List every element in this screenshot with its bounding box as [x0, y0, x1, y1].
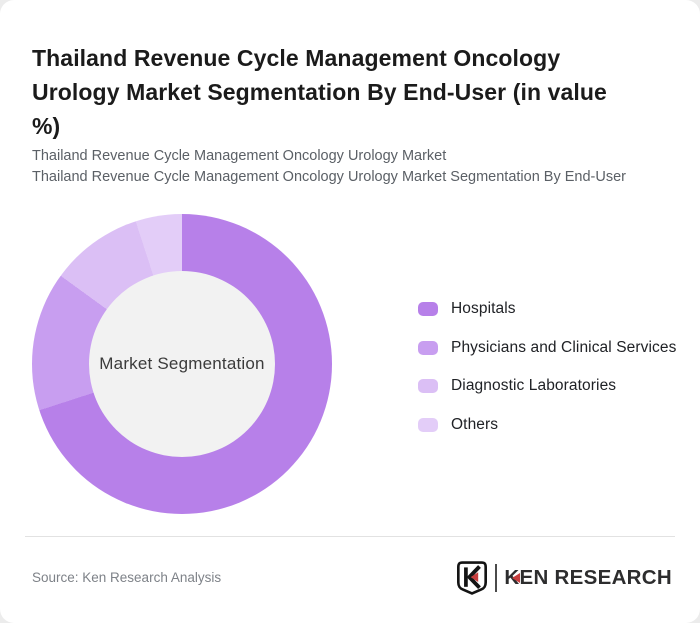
- logo-separator: [495, 564, 498, 592]
- page-title-line: %): [32, 113, 61, 140]
- legend-swatch-icon: [418, 417, 438, 432]
- legend-swatch-icon: [418, 302, 438, 316]
- chart-subtitles: Thailand Revenue Cycle Management Oncolo…: [32, 146, 626, 188]
- subtitle-segmentation: Thailand Revenue Cycle Management Oncolo…: [32, 169, 626, 185]
- footer-divider: [25, 536, 675, 537]
- legend-swatch-icon: [418, 379, 438, 393]
- legend-label: Others: [451, 415, 499, 433]
- donut-hole: Market Segmentation: [89, 271, 275, 457]
- legend-swatch-icon: [418, 340, 438, 355]
- ken-research-badge-icon: [457, 561, 488, 595]
- page-title-line: Urology Market Segmentation By End-User …: [32, 79, 607, 106]
- chart-legend: Hospitals Physicians and Clinical Servic…: [418, 297, 676, 451]
- legend-item-physicians-and-clinical-services[interactable]: Physicians and Clinical Services: [418, 336, 676, 360]
- ken-research-logo[interactable]: KEN RESEARCH: [457, 559, 672, 597]
- red-triangle-icon: [512, 573, 521, 583]
- legend-label: Hospitals: [451, 300, 516, 317]
- subtitle-market: Thailand Revenue Cycle Management Oncolo…: [32, 148, 447, 164]
- legend-item-others[interactable]: Others: [418, 413, 676, 437]
- donut-chart[interactable]: Market Segmentation: [32, 214, 332, 514]
- legend-item-hospitals[interactable]: Hospitals: [418, 297, 676, 321]
- logo-wordmark: KEN RESEARCH: [504, 566, 672, 590]
- donut-center-label: Market Segmentation: [99, 354, 265, 373]
- legend-label: Physicians and Clinical Services: [451, 338, 677, 356]
- legend-label: Diagnostic Laboratories: [451, 377, 617, 394]
- page-title-line: Thailand Revenue Cycle Management Oncolo…: [32, 45, 561, 72]
- source-note: Source: Ken Research Analysis: [32, 570, 222, 585]
- logo-wordmark-text: KEN RESEARCH: [504, 566, 672, 589]
- legend-item-diagnostic-laboratories[interactable]: Diagnostic Laboratories: [418, 374, 676, 398]
- page-title: Thailand Revenue Cycle Management Oncolo…: [32, 41, 607, 143]
